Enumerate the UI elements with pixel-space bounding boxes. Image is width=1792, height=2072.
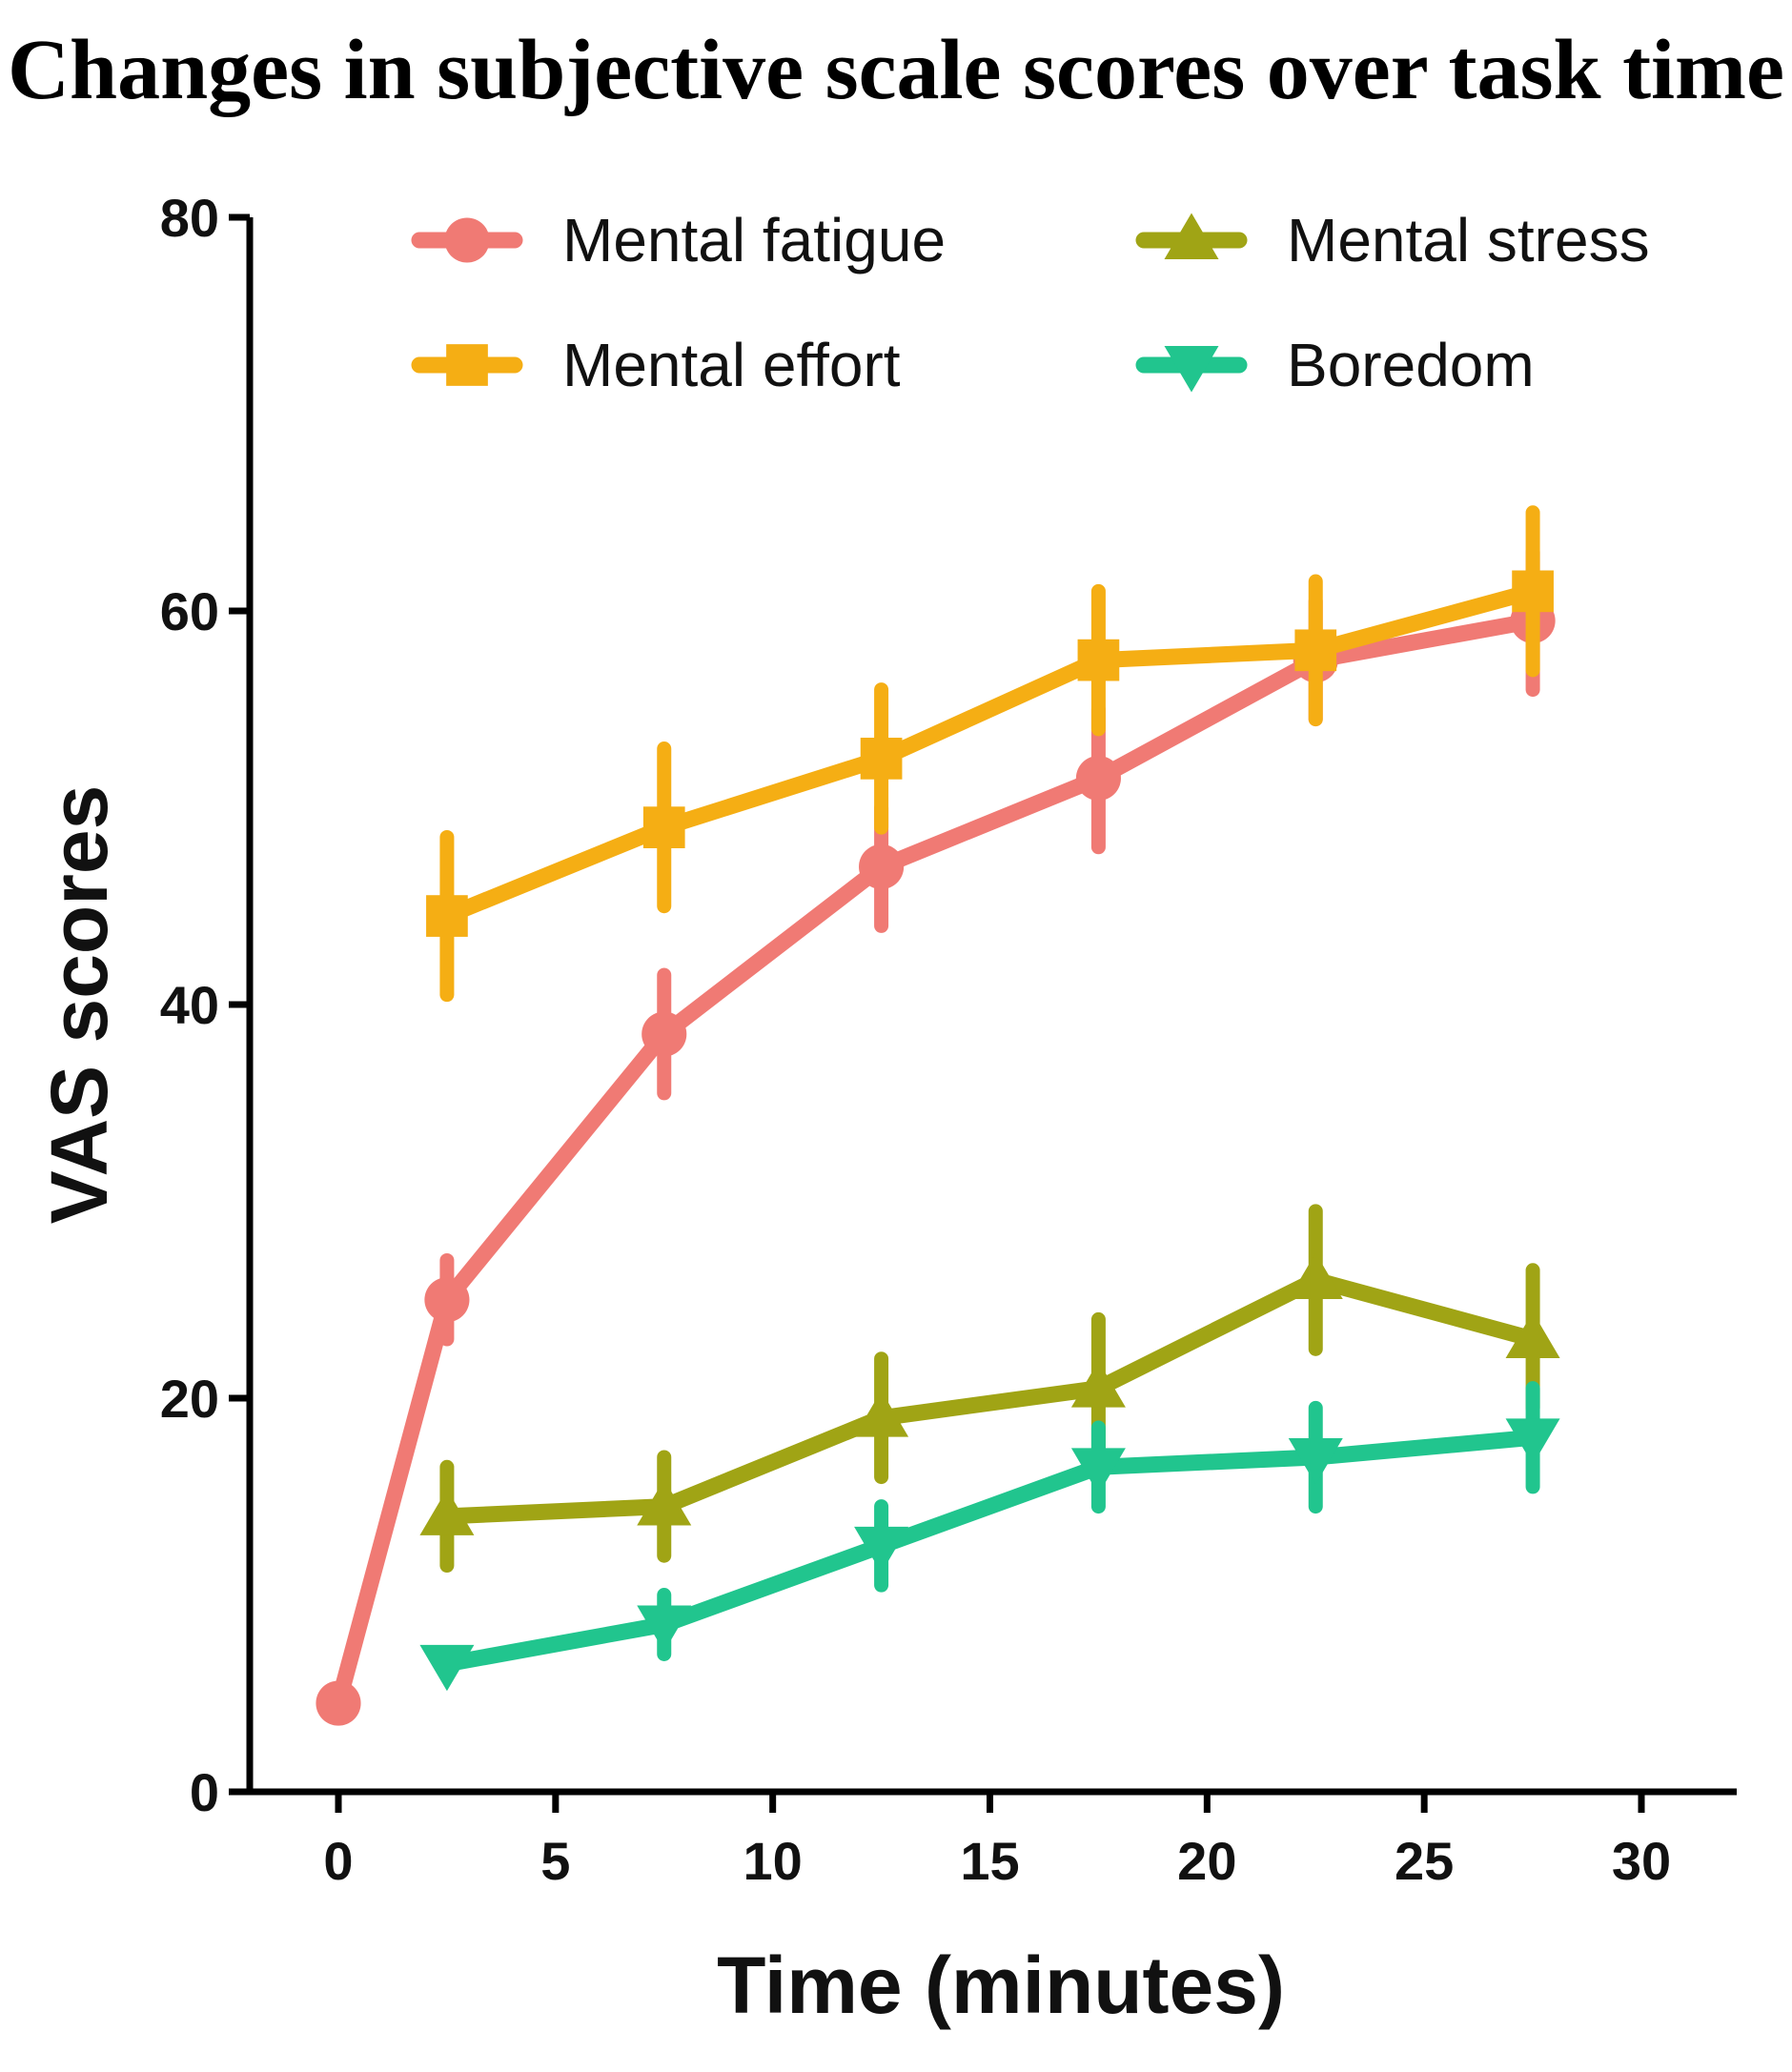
x-tick-label: 5 (540, 1831, 570, 1891)
data-point (637, 1605, 692, 1652)
data-point (854, 1526, 909, 1574)
series-line (438, 1271, 1541, 1525)
data-point (860, 738, 903, 780)
data-point (1294, 629, 1337, 672)
legend-marker (1164, 213, 1219, 259)
data-point (641, 1011, 687, 1057)
data-point (1070, 1361, 1126, 1408)
legend-item-boredom: Boredom (1135, 331, 1535, 399)
x-tick-label: 20 (1177, 1831, 1236, 1891)
legend-item-mental-effort: Mental effort (411, 331, 901, 399)
series-line (438, 1429, 1541, 1673)
data-point (426, 895, 468, 937)
series-layer (316, 505, 1560, 1726)
y-tick-label: 80 (160, 188, 219, 248)
x-axis-title: Time (minutes) (717, 1940, 1285, 2030)
series-line (330, 612, 1541, 1712)
series-mental-effort (426, 505, 1554, 1003)
data-point (1070, 1448, 1126, 1494)
data-point (1077, 639, 1120, 681)
data-point (854, 1391, 909, 1437)
legend-marker (1164, 346, 1219, 393)
series-boredom (419, 1381, 1560, 1692)
data-point (642, 806, 685, 848)
chart-title: Changes in subjective scale scores over … (8, 23, 1784, 117)
y-axis-title: VAS scores (34, 785, 124, 1225)
series-line (438, 582, 1541, 924)
data-point (424, 1277, 470, 1323)
x-tick-label: 10 (743, 1831, 803, 1891)
data-point (859, 843, 905, 890)
x-tick-label: 0 (323, 1831, 353, 1891)
y-tick-label: 40 (160, 975, 219, 1035)
data-point (419, 1489, 475, 1535)
data-point (1505, 1311, 1560, 1358)
y-tick-label: 20 (160, 1369, 219, 1429)
y-tick-label: 60 (160, 581, 219, 641)
legend-label: Boredom (1287, 331, 1535, 399)
legend-marker (446, 344, 488, 386)
data-point (1288, 1252, 1343, 1300)
x-tick-label: 15 (960, 1831, 1019, 1891)
data-point (1505, 1418, 1560, 1465)
legend-item-mental-fatigue: Mental fatigue (411, 206, 946, 274)
data-point (1075, 755, 1121, 802)
ticks: 0 20 40 60 80 0 5 10 15 20 25 30 (160, 188, 1671, 1891)
data-point (637, 1479, 692, 1526)
legend-marker (444, 217, 490, 263)
x-tick-label: 25 (1395, 1831, 1454, 1891)
data-point (1288, 1438, 1343, 1485)
legend-label: Mental fatigue (562, 206, 946, 274)
legend-label: Mental stress (1287, 206, 1650, 274)
data-point (419, 1644, 475, 1692)
y-tick-label: 0 (190, 1762, 219, 1822)
legend-item-mental-stress: Mental stress (1135, 206, 1650, 274)
data-point (1512, 570, 1554, 613)
axes (246, 217, 1737, 1796)
legend: Mental fatigue Mental effort Mental stress… (411, 206, 1650, 399)
x-tick-label: 30 (1612, 1831, 1671, 1891)
data-point (316, 1680, 361, 1726)
legend-label: Mental effort (562, 331, 901, 399)
